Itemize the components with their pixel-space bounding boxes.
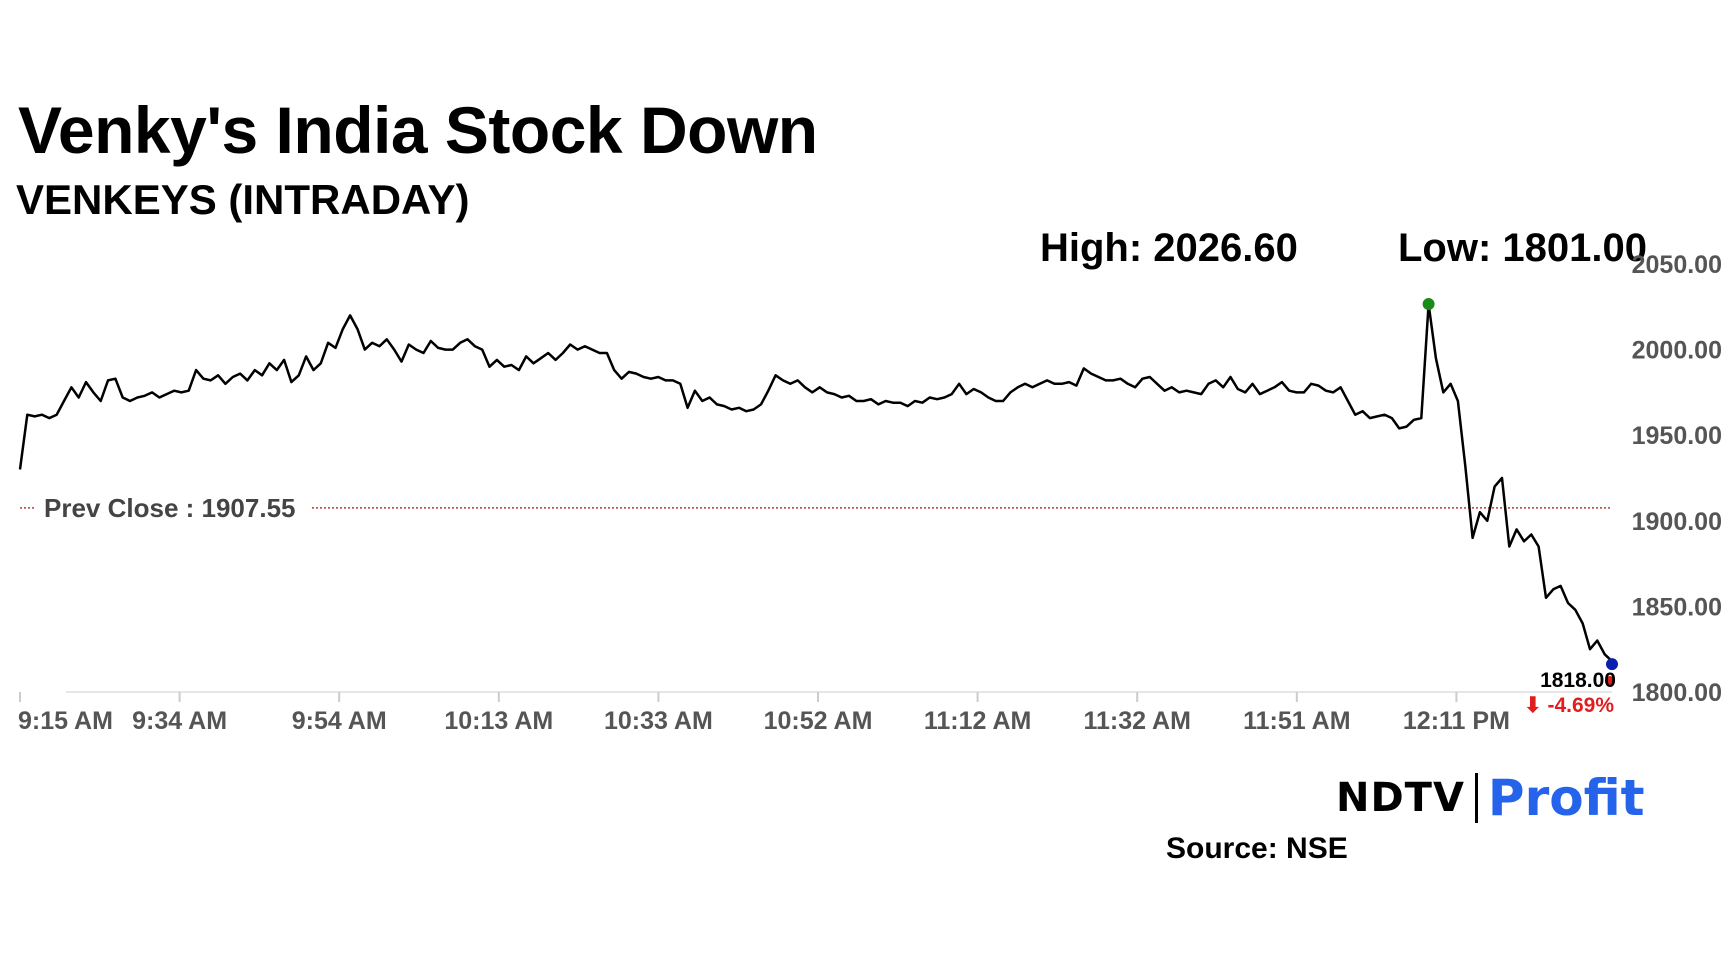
high-marker: [1422, 298, 1435, 311]
high-value: High: 2026.60: [1040, 226, 1298, 270]
x-tick-label: 11:12 AM: [924, 707, 1031, 735]
x-tick-label: 11:32 AM: [1083, 707, 1190, 735]
x-tick-label: 9:54 AM: [292, 707, 387, 735]
x-tick-label: 10:13 AM: [444, 707, 553, 735]
logo-ndtv-text: NDTV: [1336, 775, 1465, 821]
y-tick-label: 1800.00: [1632, 679, 1722, 707]
chart-subtitle: VENKEYS (INTRADAY): [16, 176, 470, 223]
last-price-marker: [1606, 658, 1618, 671]
x-tick-label: 12:11 PM: [1403, 707, 1510, 735]
change-indicator-dot: [1605, 676, 1615, 686]
x-tick-label: 9:34 AM: [132, 707, 227, 735]
y-tick-label: 2000.00: [1632, 337, 1722, 365]
y-axis-ticks: 2050.00 2000.00 1950.00 1900.00 1850.00 1800.…: [1632, 251, 1722, 707]
y-tick-label: 1950.00: [1632, 422, 1722, 450]
prev-close-label-bg: [36, 493, 312, 522]
source-note: Source: NSE: [1166, 832, 1348, 865]
chart-title: Venky's India Stock Down: [18, 93, 818, 167]
x-tick-label: 9:15 AM: [18, 707, 113, 735]
x-axis-ticks: 9:15 AM 9:34 AM 9:54 AM 10:13 AM 10:33 AM 10:…: [18, 692, 1510, 735]
last-price-label: 1818.00: [1540, 669, 1616, 692]
y-tick-label: 1850.00: [1632, 593, 1722, 621]
ndtv-profit-logo: NDTV Profit: [1336, 769, 1645, 827]
logo-profit-text: Profit: [1487, 769, 1645, 827]
y-tick-label: 2050.00: [1632, 251, 1722, 279]
logo-separator: [1474, 773, 1478, 823]
x-tick-label: 10:52 AM: [764, 707, 873, 735]
prev-close-label: Prev Close : 1907.55: [44, 493, 296, 523]
x-tick-label: 10:33 AM: [604, 707, 713, 735]
x-tick-label: 11:51 AM: [1243, 707, 1350, 735]
low-value: Low: 1801.00: [1398, 226, 1648, 270]
price-series-line: [18, 302, 1613, 663]
change-percent-label: ⬇ -4.69%: [1524, 694, 1614, 717]
y-tick-label: 1900.00: [1632, 508, 1722, 536]
